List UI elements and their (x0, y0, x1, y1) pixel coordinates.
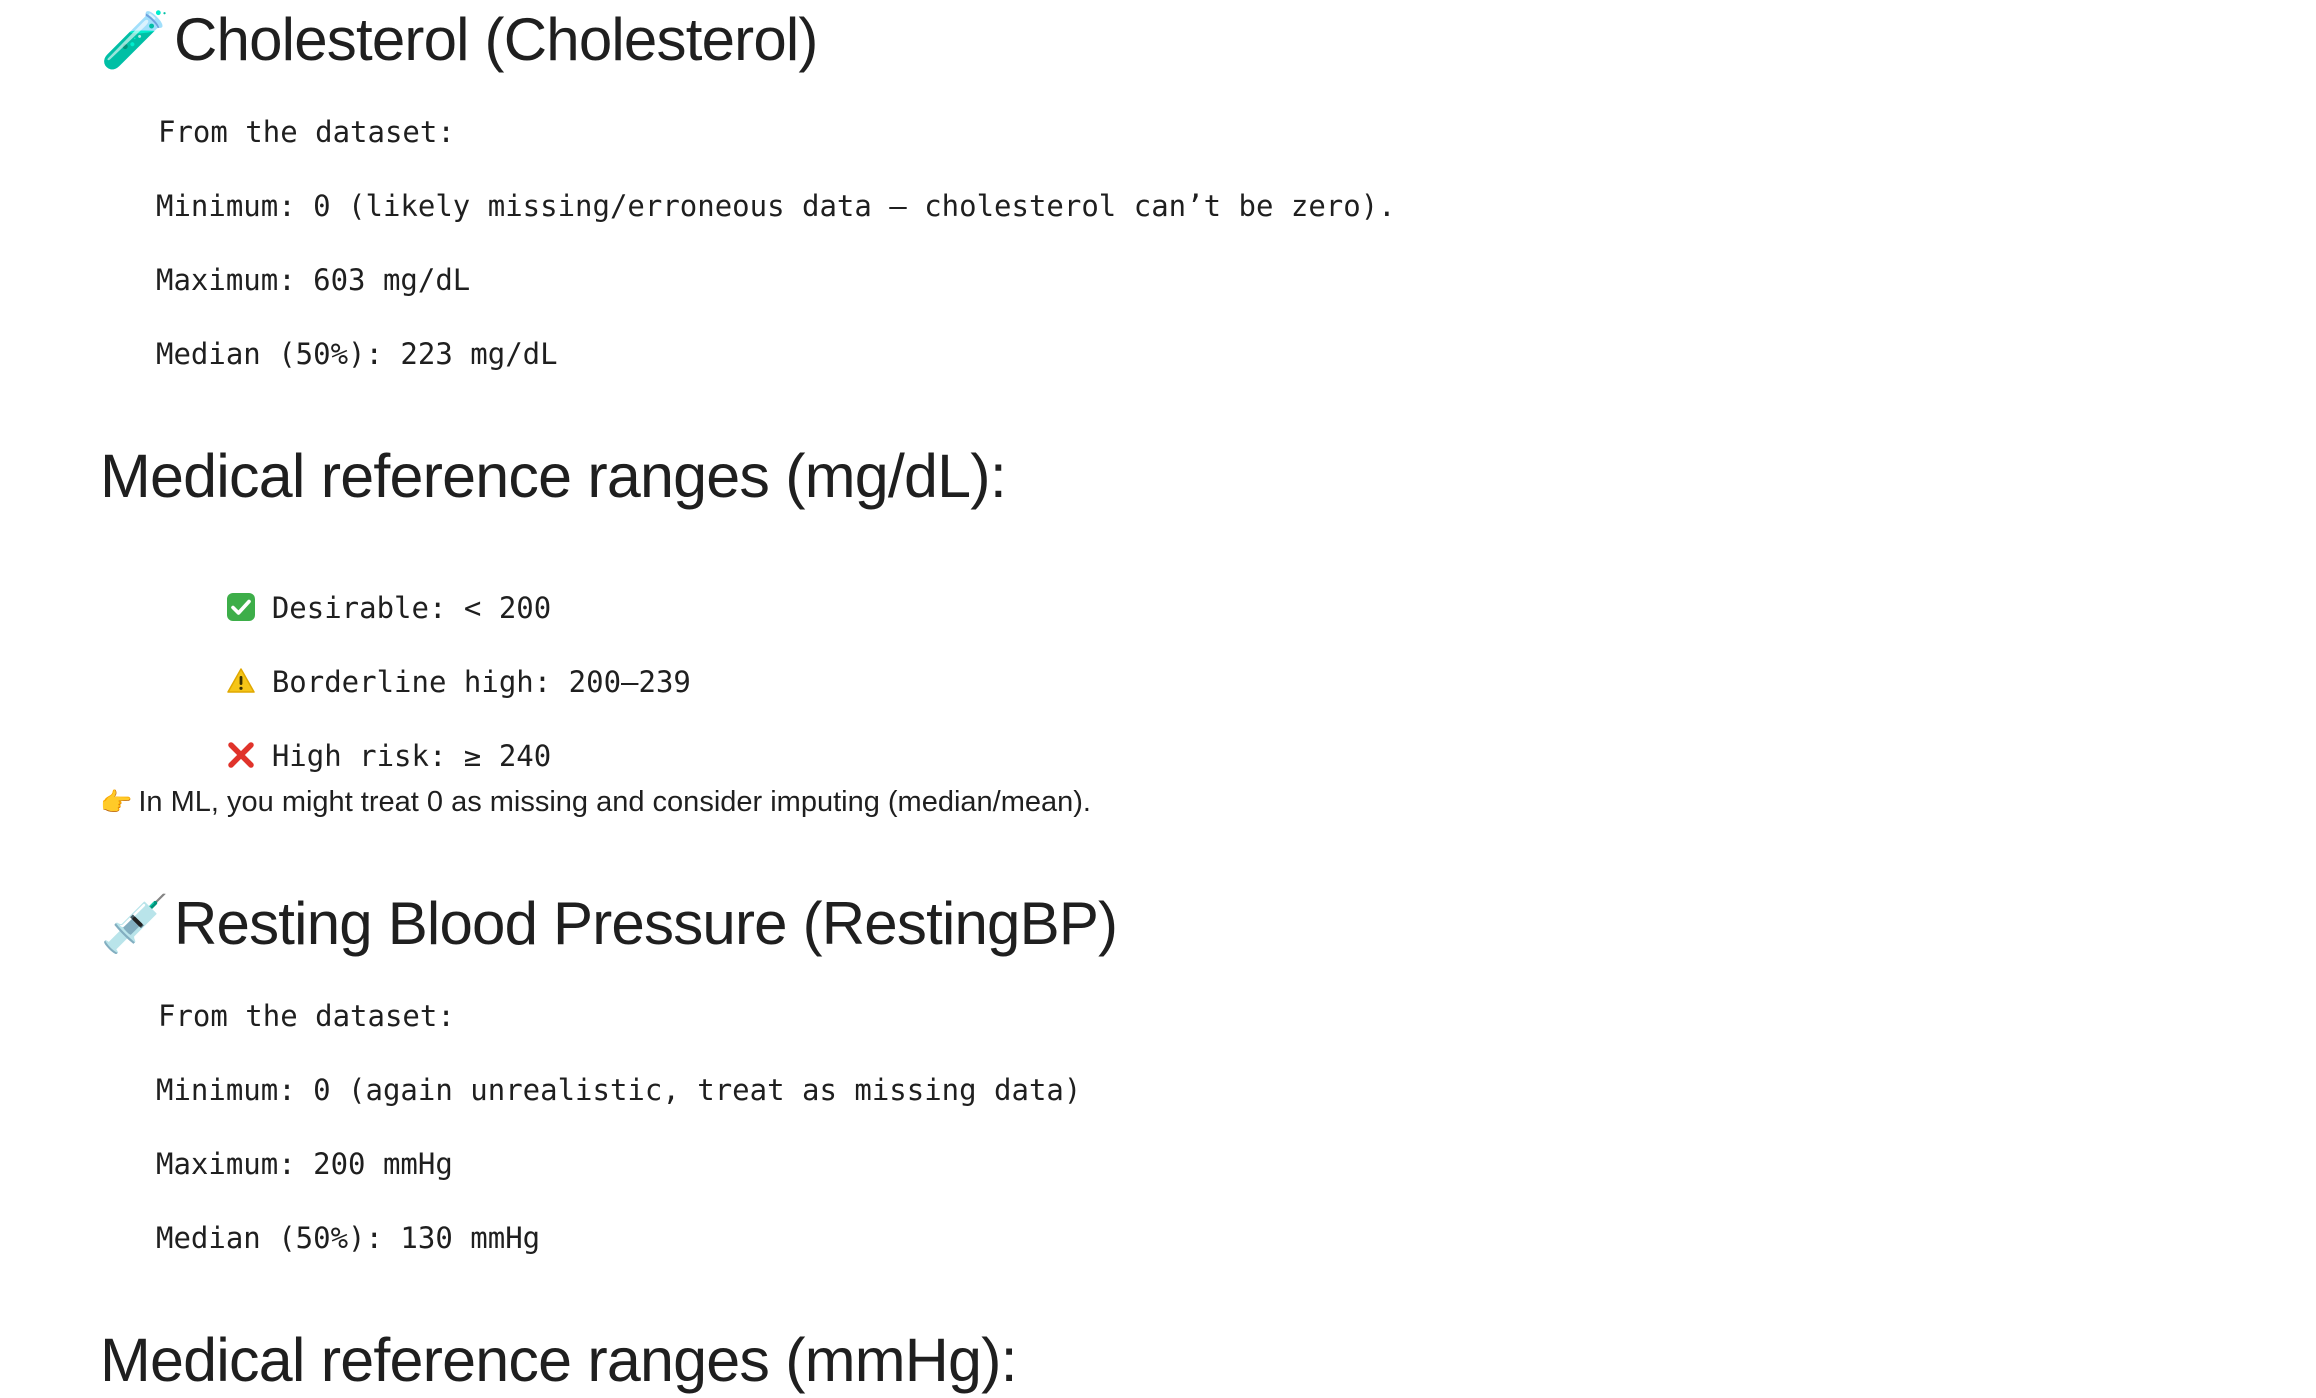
heading-text: Cholesterol (Cholesterol) (174, 6, 818, 73)
dataset-intro: From the dataset: (158, 115, 455, 149)
range-text: Desirable: < 200 (271, 591, 552, 625)
cholesterol-maximum: Maximum: 603 mg/dL (156, 263, 471, 297)
check-mark-icon (226, 593, 255, 621)
restingbp-median: Median (50%): 130 mmHg (156, 1221, 541, 1255)
dataset-intro: From the dataset: (158, 999, 455, 1033)
cholesterol-heading: 🧪 Cholesterol (Cholesterol) (100, 2, 818, 78)
warning-icon (227, 668, 255, 693)
cholesterol-minimum: Minimum: 0 (likely missing/erroneous dat… (156, 189, 1396, 223)
syringe-icon: 💉 (100, 892, 170, 955)
reference-ranges-mmhg-heading: Medical reference ranges (mmHg): (100, 1322, 1018, 1398)
note-text: In ML, you might treat 0 as missing and … (138, 786, 1091, 818)
heading-text: Resting Blood Pressure (RestingBP) (174, 890, 1118, 957)
range-borderline: Borderline high: 200–239 (156, 622, 691, 742)
ml-note: 👉 In ML, you might treat 0 as missing and… (100, 782, 1091, 822)
restingbp-minimum: Minimum: 0 (again unrealistic, treat as … (156, 1073, 1082, 1107)
range-text: Borderline high: 200–239 (271, 665, 691, 699)
cross-mark-icon (228, 742, 254, 768)
restingbp-maximum: Maximum: 200 mmHg (156, 1147, 453, 1181)
pointing-hand-icon: 👉 (100, 787, 133, 817)
test-tube-icon: 🧪 (100, 8, 170, 71)
range-high-risk: High risk: ≥ 240 (156, 696, 551, 816)
reference-ranges-heading: Medical reference ranges (mg/dL): (100, 438, 1007, 514)
heading-text: Medical reference ranges (mg/dL): (100, 442, 1007, 510)
range-desirable: Desirable: < 200 (156, 548, 551, 668)
range-text: High risk: ≥ 240 (271, 739, 552, 773)
heading-text: Medical reference ranges (mmHg): (100, 1326, 1018, 1394)
resting-bp-heading: 💉 Resting Blood Pressure (RestingBP) (100, 886, 1118, 962)
cholesterol-median: Median (50%): 223 mg/dL (156, 337, 558, 371)
